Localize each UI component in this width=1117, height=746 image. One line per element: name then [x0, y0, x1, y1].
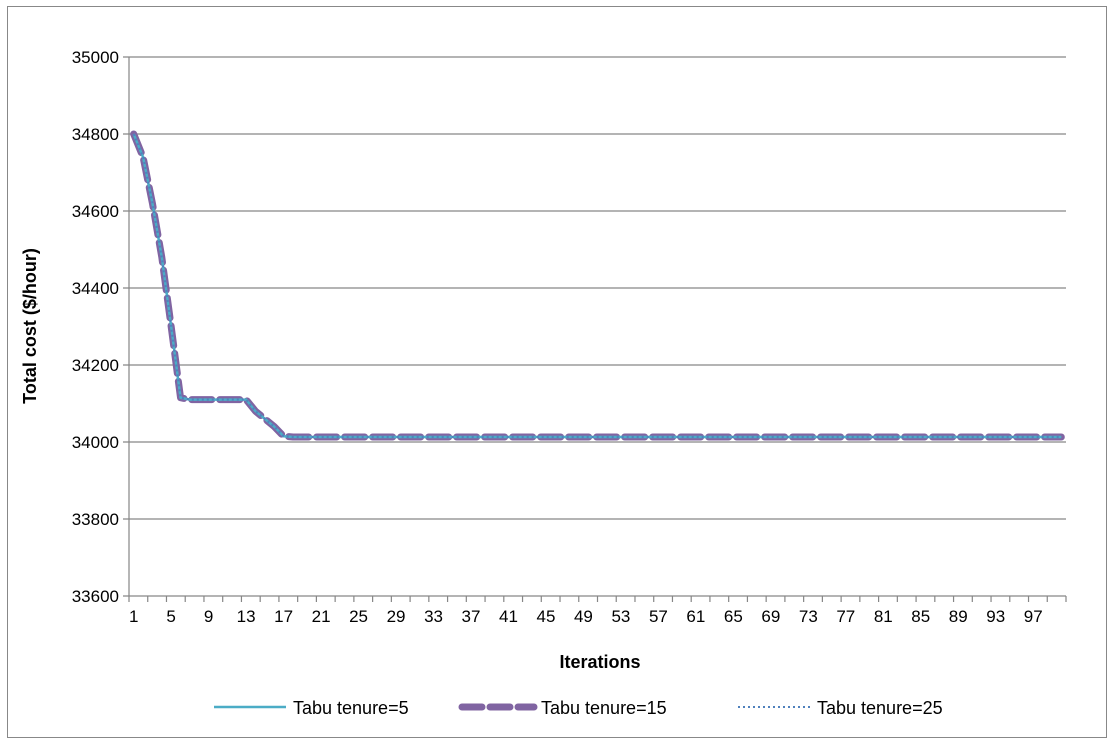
x-tick-label: 9: [204, 607, 213, 626]
chart-frame: [7, 6, 1107, 738]
x-tick-label: 45: [537, 607, 556, 626]
x-tick-label: 49: [574, 607, 593, 626]
x-tick-label: 29: [387, 607, 406, 626]
legend-label-3: Tabu tenure=25: [817, 698, 943, 718]
legend-label-2: Tabu tenure=15: [541, 698, 667, 718]
x-tick-label: 93: [986, 607, 1005, 626]
x-axis-title: Iterations: [559, 652, 640, 672]
x-axis: 1 5 9 13 17 21 25 29 33 37 41 45 49 53 57 61 65 69 73 77 81 8…: [128, 57, 1067, 626]
series-line-1: [132, 133, 1062, 439]
x-tick-label: 41: [499, 607, 518, 626]
x-tick-label: 37: [462, 607, 481, 626]
legend-label-1: Tabu tenure=5: [293, 698, 409, 718]
x-tick-label: 81: [874, 607, 893, 626]
grid-lines: [123, 56, 1066, 597]
x-tick-label: 57: [649, 607, 668, 626]
x-tick-label: 77: [836, 607, 855, 626]
series-line-2: [130, 130, 1065, 441]
y-tick-label: 33800: [72, 510, 119, 529]
x-tick-label: 69: [761, 607, 780, 626]
y-tick-labels: 33600 33800 34000 34200 34400 34600 34800 35000: [72, 48, 119, 606]
x-tick-label: 65: [724, 607, 743, 626]
y-tick-label: 34200: [72, 356, 119, 375]
x-tick-label: 61: [686, 607, 705, 626]
x-tick-label: 73: [799, 607, 818, 626]
y-tick-label: 34800: [72, 125, 119, 144]
x-tick-label: 85: [911, 607, 930, 626]
x-tick-label: 97: [1024, 607, 1043, 626]
series-lines: [130, 130, 1065, 441]
y-tick-label: 35000: [72, 48, 119, 67]
x-tick-label: 33: [424, 607, 443, 626]
legend: Tabu tenure=5 Tabu tenure=15 Tabu tenure=2…: [214, 698, 943, 718]
series-line-3: [132, 133, 1062, 438]
x-tick-label: 13: [237, 607, 256, 626]
y-tick-label: 34400: [72, 279, 119, 298]
x-tick-label: 21: [312, 607, 331, 626]
x-tick-label: 5: [166, 607, 175, 626]
y-axis-title: Total cost ($/hour): [20, 248, 40, 404]
x-tick-label: 25: [349, 607, 368, 626]
x-tick-label: 53: [611, 607, 630, 626]
y-tick-label: 34600: [72, 202, 119, 221]
x-tick-label: 89: [949, 607, 968, 626]
x-tick-label: 1: [129, 607, 138, 626]
y-tick-label: 34000: [72, 433, 119, 452]
x-tick-label: 17: [274, 607, 293, 626]
y-tick-label: 33600: [72, 587, 119, 606]
